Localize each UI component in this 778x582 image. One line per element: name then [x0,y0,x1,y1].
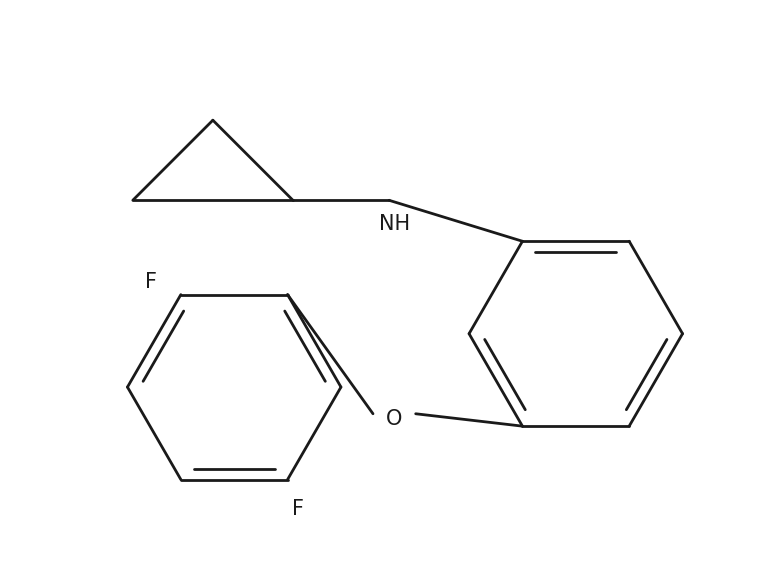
Text: O: O [386,409,402,429]
Text: F: F [293,499,304,519]
Text: NH: NH [379,214,410,234]
Text: F: F [145,272,157,292]
